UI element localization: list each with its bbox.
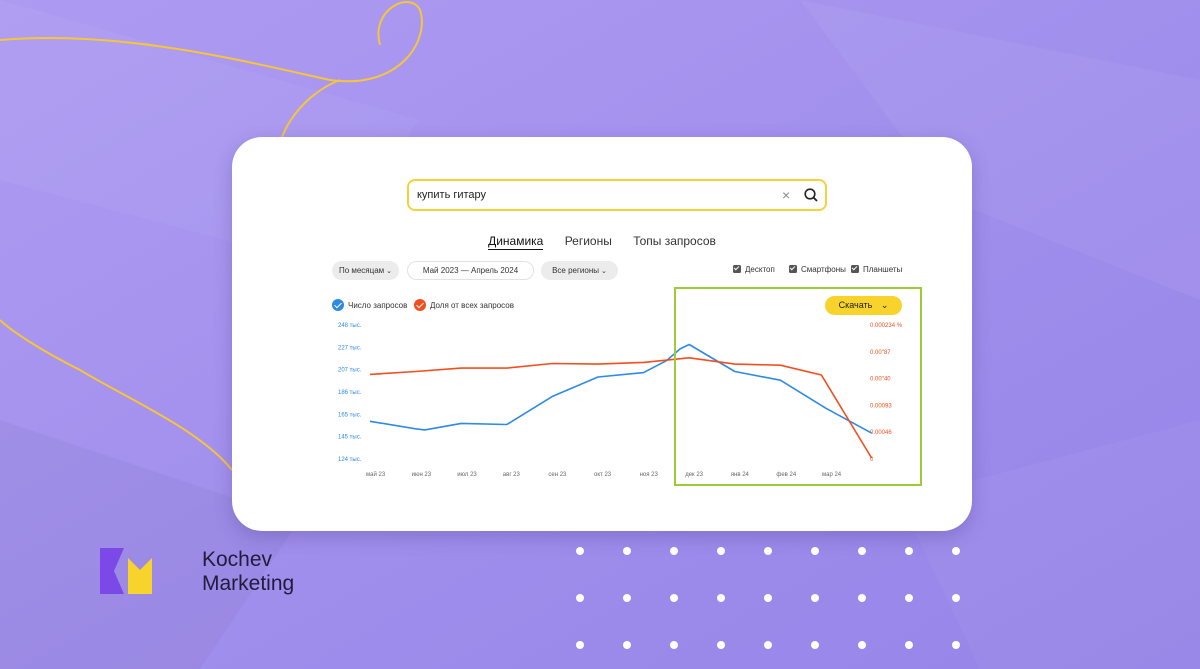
line-chart: 248 тыс. 227 тыс. 207 тыс. 186 тыс. 165 тыс.… (338, 287, 922, 486)
brand-name: Kochev Marketing (202, 548, 294, 596)
right-tick-label: 0.00046 (870, 430, 892, 436)
x-tick-label: май 23 (366, 471, 386, 478)
series-line (369, 343, 872, 434)
left-tick-label: 145 тыс. (338, 435, 362, 441)
chevron-down-icon: ⌄ (880, 300, 889, 310)
x-tick-label: июл 23 (457, 472, 477, 478)
x-tick-label: мар 24 (822, 472, 842, 478)
legend-label: Доля от всех запросов (430, 301, 514, 310)
date-range-select[interactable]: Май 2023 — Апрель 2024 (407, 261, 534, 280)
device-label: Десктоп (745, 265, 775, 274)
checkbox-icon[interactable] (733, 265, 741, 273)
tabs: Динамика Регионы Топы запросов (232, 234, 972, 250)
check-icon[interactable] (332, 299, 344, 311)
x-tick-label: дек 23 (685, 472, 703, 478)
check-icon[interactable] (414, 299, 426, 311)
search-input[interactable]: купить гитару (417, 189, 487, 201)
checkbox-icon[interactable] (789, 265, 797, 273)
device-tablets[interactable]: Планшеты (851, 265, 902, 275)
x-tick-label: авг 23 (503, 472, 521, 478)
device-label: Смартфоны (801, 265, 846, 274)
x-tick-label: ноя 23 (640, 472, 659, 478)
kochev-logo-icon (100, 548, 152, 594)
x-tick-label: окт 23 (594, 472, 612, 478)
device-smartphones[interactable]: Смартфоны (789, 265, 846, 275)
left-tick-label: 227 тыс. (338, 345, 362, 351)
left-tick-label: 186 тыс. (338, 390, 362, 396)
x-tick-label: июн 23 (412, 472, 432, 478)
right-tick-label: 0 (870, 457, 874, 463)
stats-card: купить гитару × Динамика Регионы Топы за… (232, 137, 972, 531)
left-tick-label: 165 тыс. (338, 412, 362, 418)
right-tick-label: 0.00093 (870, 403, 892, 409)
series-line (369, 357, 873, 459)
device-label: Планшеты (863, 265, 903, 274)
search-box[interactable]: купить гитару × (407, 179, 827, 211)
x-tick-label: фев 24 (776, 472, 796, 478)
right-tick-label: 0.00''87 (870, 350, 891, 356)
device-desktop[interactable]: Десктоп (733, 265, 775, 275)
period-label: По месяцам (338, 266, 385, 275)
legend-requests[interactable]: Число запросов (332, 299, 407, 312)
x-tick-label: сен 23 (548, 472, 567, 478)
period-select[interactable]: По месяцам ⌄ (332, 261, 399, 280)
left-tick-label: 248 тыс. (338, 323, 362, 329)
date-range-label: Май 2023 — Апрель 2024 (422, 266, 519, 275)
tab-regions[interactable]: Регионы (564, 234, 612, 248)
chevron-down-icon: ⌄ (386, 268, 393, 275)
close-icon[interactable]: × (782, 187, 791, 203)
x-tick-label: янв 24 (731, 472, 750, 478)
region-label: Все регионы (552, 266, 600, 275)
tab-dynamics[interactable]: Динамика (488, 234, 544, 250)
highlight-box (674, 287, 922, 486)
download-button[interactable]: Скачать ⌄ (825, 296, 902, 315)
left-tick-label: 124 тыс. (338, 457, 362, 463)
legend-label: Число запросов (348, 301, 408, 310)
chevron-down-icon: ⌄ (601, 268, 607, 275)
brand-line1: Kochev (202, 548, 273, 571)
region-select[interactable]: Все регионы ⌄ (541, 261, 618, 280)
right-tick-label: 0.000234 % (870, 323, 903, 329)
legend-share[interactable]: Доля от всех запросов (414, 299, 514, 312)
tab-top-queries[interactable]: Топы запросов (633, 234, 716, 248)
search-icon[interactable] (803, 187, 819, 203)
brand-line2: Marketing (202, 572, 295, 595)
download-label: Скачать (838, 300, 873, 310)
checkbox-icon[interactable] (851, 265, 859, 273)
left-tick-label: 207 тыс. (338, 368, 362, 374)
right-tick-label: 0.00''40 (870, 377, 891, 383)
